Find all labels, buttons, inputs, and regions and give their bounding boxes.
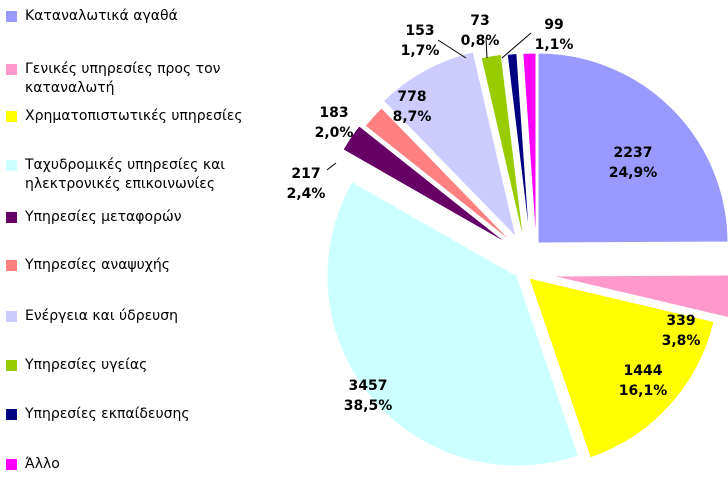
slice-percent-label: 24,9% (609, 165, 658, 181)
slice-percent-label: 3,8% (662, 333, 701, 349)
legend-swatch (6, 11, 17, 22)
legend-label: Υπηρεσίες εκπαίδευσης (25, 406, 190, 422)
legend: Καταναλωτικά αγαθά Γενικές υπηρεσίες προς… (6, 0, 276, 499)
pie-slice (382, 51, 517, 239)
legend-item: Άλλο (6, 455, 276, 474)
slice-value-label: 339 (666, 313, 695, 329)
slice-percent-label: 38,5% (344, 398, 393, 414)
pie-slices (326, 51, 728, 467)
legend-swatch (6, 260, 17, 271)
legend-swatch (6, 459, 17, 470)
pie-slice (506, 52, 531, 244)
legend-label: Γενικές υπηρεσίες προς τον καταναλωτή (25, 61, 221, 96)
pie-slice (537, 52, 728, 244)
slice-value-label: 1444 (624, 363, 663, 379)
slice-percent-label: 0,8% (461, 33, 500, 49)
pie-slice (480, 53, 525, 244)
leader-line (485, 37, 488, 59)
legend-item: Ταχυδρομικές υπηρεσίες και ηλεκτρονικές ε… (6, 156, 276, 194)
legend-label: Υπηρεσίες αναψυχής (25, 257, 170, 273)
slice-value-label: 3457 (349, 378, 388, 394)
legend-item: Υπηρεσίες μεταφορών (6, 208, 276, 227)
legend-item: Γενικές υπηρεσίες προς τον καταναλωτή (6, 60, 276, 98)
legend-swatch (6, 111, 17, 122)
slice-percent-label: 2,4% (287, 186, 326, 202)
legend-label: Υπηρεσίες μεταφορών (25, 209, 182, 225)
legend-item: Ενέργεια και ύδρευση (6, 307, 276, 326)
leader-lines (326, 32, 532, 171)
legend-label: Χρηματοπιστωτικές υπηρεσίες (25, 108, 243, 124)
data-labels: 2237 24,9% 339 3,8% 1444 16,1% 3457 38,5% 217 2,4… (287, 13, 701, 414)
slice-value-label: 2237 (614, 145, 653, 161)
legend-item: Υπηρεσίες αναψυχής (6, 256, 276, 275)
legend-item: Υπηρεσίες υγείας (6, 356, 276, 375)
pie-slice (364, 107, 515, 245)
pie-slice (342, 125, 509, 245)
legend-item: Υπηρεσίες εκπαίδευσης (6, 405, 276, 424)
legend-item: Καταναλωτικά αγαθά (6, 7, 276, 26)
slice-percent-label: 16,1% (619, 383, 668, 399)
slice-value-label: 183 (319, 105, 348, 121)
slice-value-label: 73 (470, 13, 489, 29)
pie-slice (522, 52, 537, 244)
slice-value-label: 153 (405, 23, 434, 39)
slice-value-label: 99 (544, 17, 563, 33)
legend-swatch (6, 360, 17, 371)
slice-percent-label: 1,1% (535, 37, 574, 53)
legend-label: Υπηρεσίες υγείας (25, 357, 148, 373)
legend-label: Καταναλωτικά αγαθά (25, 8, 178, 24)
slice-value-label: 217 (291, 166, 320, 182)
leader-line (437, 39, 467, 59)
pie-slice (551, 274, 728, 319)
legend-swatch (6, 64, 17, 75)
legend-item: Χρηματοπιστωτικές υπηρεσίες (6, 107, 276, 126)
legend-label: Ενέργεια και ύδρευση (25, 308, 179, 324)
slice-percent-label: 8,7% (393, 109, 432, 125)
leader-line (501, 32, 532, 59)
slice-value-label: 778 (397, 89, 426, 105)
pie-slice (326, 181, 579, 467)
legend-swatch (6, 212, 17, 223)
legend-label: Άλλο (25, 456, 60, 472)
legend-swatch (6, 160, 17, 171)
slice-percent-label: 2,0% (315, 125, 354, 141)
leader-line (326, 162, 337, 171)
legend-label: Ταχυδρομικές υπηρεσίες και ηλεκτρονικές ε… (25, 157, 226, 192)
slice-percent-label: 1,7% (401, 43, 440, 59)
legend-swatch (6, 409, 17, 420)
pie-slice (528, 277, 715, 459)
legend-swatch (6, 311, 17, 322)
